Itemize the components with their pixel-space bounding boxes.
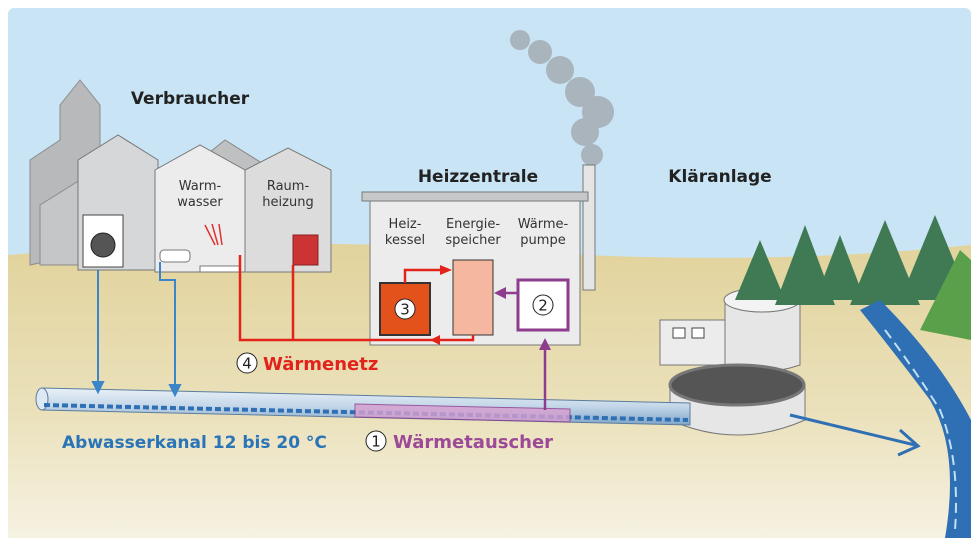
arrow	[440, 265, 452, 275]
storage	[452, 259, 494, 336]
number: 3	[400, 301, 410, 319]
number-badge	[365, 430, 387, 452]
label: Energie-	[446, 217, 500, 232]
label: pumpe	[520, 233, 565, 248]
river-ripple	[884, 329, 957, 531]
number-badge	[236, 352, 258, 374]
label: speicher	[445, 233, 501, 248]
central-roof	[361, 191, 589, 202]
sewer-label: Abwasserkanal 12 bis 20 °C	[62, 433, 327, 453]
tub	[199, 265, 241, 273]
number: 1	[371, 433, 381, 451]
number: 2	[538, 297, 548, 315]
legend-label: Wärmetauscher	[393, 432, 553, 453]
river	[860, 300, 971, 538]
shower	[204, 223, 223, 246]
sewage	[43, 403, 689, 422]
basin-water	[668, 363, 806, 407]
label: heizung	[262, 195, 313, 210]
washing-drum	[90, 232, 116, 258]
label: kessel	[385, 233, 425, 248]
section-title: Verbraucher	[131, 89, 250, 109]
sink	[159, 249, 191, 263]
arrow	[539, 338, 551, 350]
outflow	[789, 413, 916, 447]
legend-label: Wärmenetz	[263, 354, 378, 375]
number: 4	[242, 355, 252, 373]
number-badge	[394, 298, 416, 320]
arrow	[494, 287, 506, 299]
plant-building	[659, 319, 726, 366]
number-badge	[532, 294, 554, 316]
label: Raum-	[267, 179, 310, 194]
label: Warm-	[179, 179, 222, 194]
window	[691, 327, 705, 339]
heat-exchanger	[354, 403, 571, 423]
section-title: Kläranlage	[668, 167, 771, 187]
tree-light	[920, 250, 971, 340]
smoke	[510, 30, 614, 166]
drains	[91, 262, 182, 398]
chimney	[582, 164, 596, 291]
window	[672, 327, 686, 339]
label: Heiz-	[389, 217, 422, 232]
heat-network	[238, 255, 475, 342]
label: wasser	[177, 195, 223, 210]
section-title: Heizzentrale	[418, 167, 538, 187]
label: Wärme-	[518, 217, 569, 232]
radiator	[292, 234, 319, 266]
arrow	[430, 335, 440, 345]
outflow-arrow	[897, 428, 921, 457]
heat-pump-link	[505, 291, 547, 410]
